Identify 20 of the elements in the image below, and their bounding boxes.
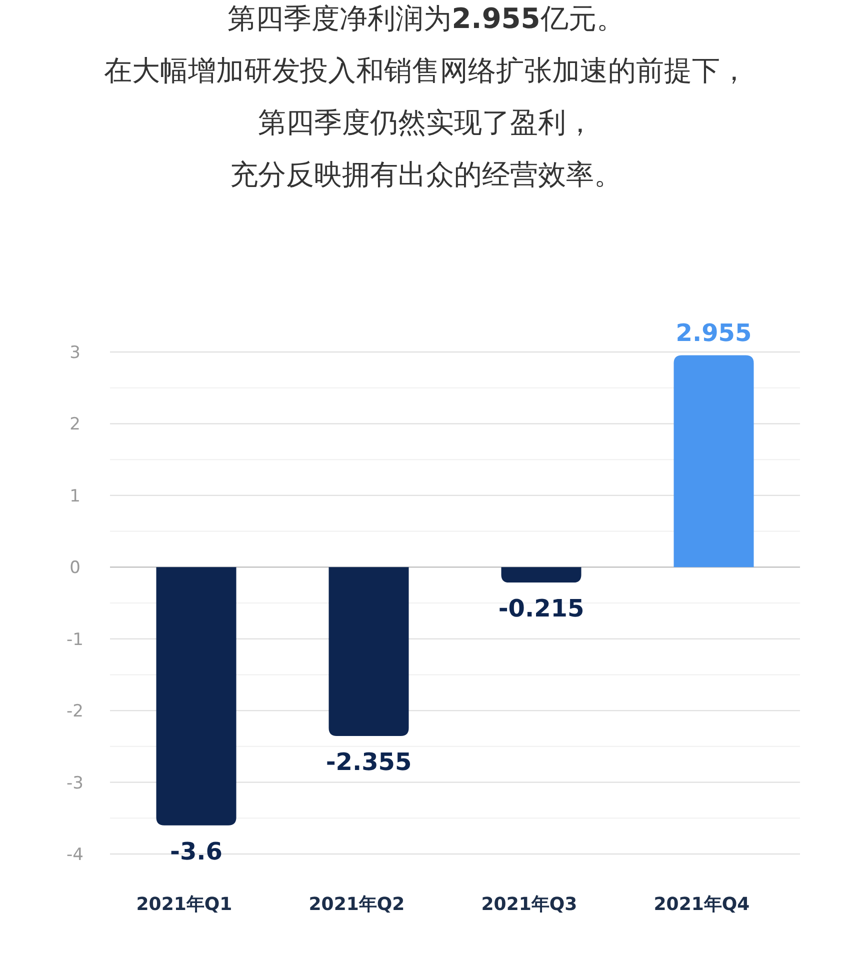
y-tick-label: 1	[70, 486, 80, 506]
y-tick-label: -2	[66, 702, 84, 722]
x-tick-label: 2021年Q3	[481, 894, 578, 915]
data-label: -2.355	[326, 748, 412, 776]
y-tick-label: 3	[70, 343, 80, 363]
y-tick-label: -4	[66, 845, 84, 865]
y-tick-label: 0	[70, 558, 80, 578]
data-label: 2.955	[676, 319, 752, 348]
text: 在大幅增加研发投入和销售网络扩张加速的前提下，	[104, 54, 748, 87]
text: 第四季度仍然实现了盈利，	[258, 106, 594, 139]
data-label: -3.6	[170, 837, 222, 866]
text: 充分反映拥有出众的经营效率。	[230, 158, 622, 191]
x-tick-label: 2021年Q2	[308, 894, 405, 915]
x-tick-label: 2021年Q1	[136, 894, 232, 915]
y-tick-label: -3	[66, 773, 84, 794]
data-label: -0.215	[498, 594, 584, 623]
chart-title: 第四季度净利润为2.955亿元。	[228, 2, 624, 35]
y-tick-label: -1	[66, 630, 84, 650]
y-tick-label: 2	[70, 414, 80, 435]
x-tick-label: 2021年Q4	[654, 894, 750, 915]
